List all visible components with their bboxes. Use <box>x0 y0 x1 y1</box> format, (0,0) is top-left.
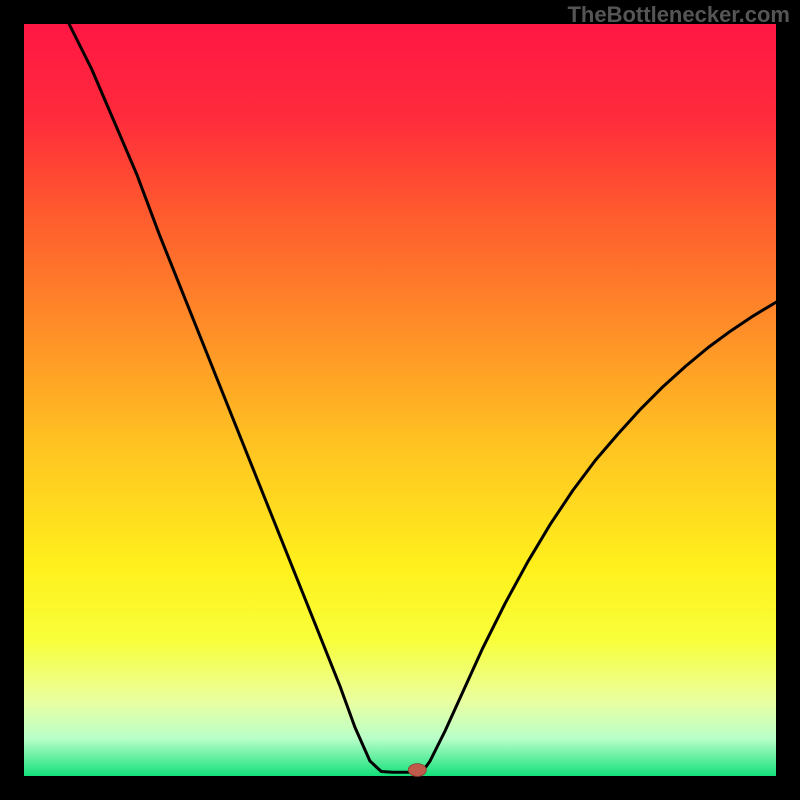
watermark-text: TheBottlenecker.com <box>567 2 790 28</box>
chart-container: TheBottlenecker.com <box>0 0 800 800</box>
bottleneck-chart <box>0 0 800 800</box>
plot-background <box>24 24 776 776</box>
optimal-marker <box>408 764 426 777</box>
